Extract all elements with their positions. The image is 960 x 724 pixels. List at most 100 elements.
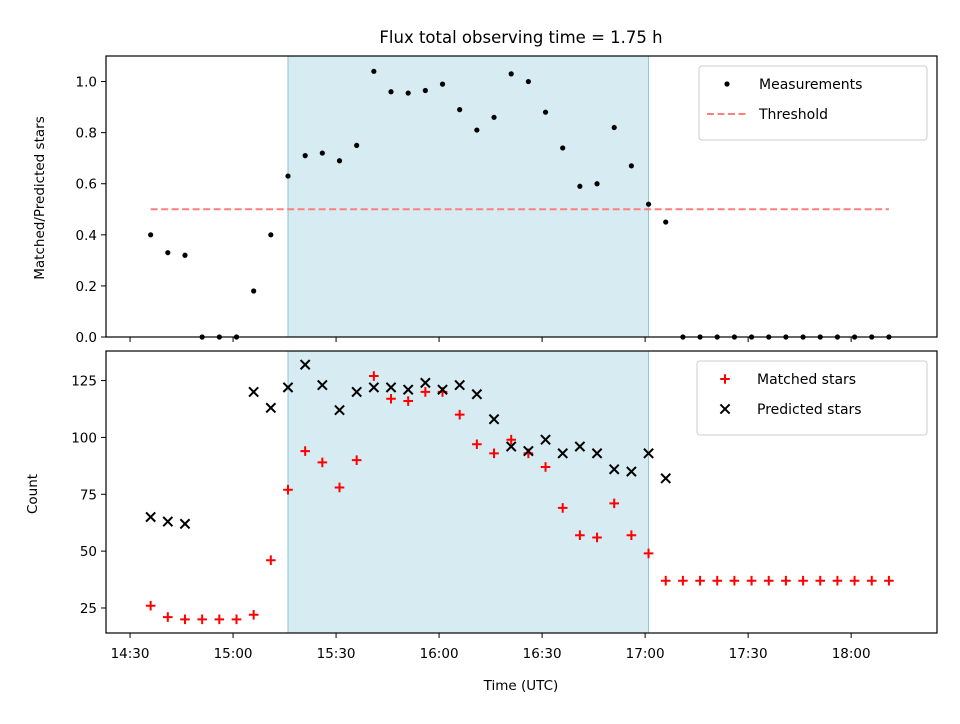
matched-stars-point: [145, 600, 156, 611]
predicted-stars-point: [282, 382, 294, 393]
matched-stars-point: [266, 555, 276, 566]
matched-stars-point: [420, 387, 431, 397]
matched-stars-point: [746, 575, 757, 586]
matched-stars-point: [798, 575, 808, 586]
predicted-stars-point: [471, 388, 483, 400]
x-tick-label: 14:30: [111, 646, 150, 662]
matched-stars-point: [454, 409, 465, 420]
matched-stars-series: [145, 371, 894, 625]
matched-stars-point: [575, 530, 585, 541]
y-tick-label: 0.0: [76, 330, 97, 346]
measurements-point: [422, 87, 428, 94]
predicted-stars-point: [162, 516, 174, 527]
predicted-stars-point: [505, 441, 517, 452]
matched-stars-point: [163, 612, 173, 622]
predicted-stars-point: [454, 379, 465, 391]
legend-box: [696, 360, 928, 436]
matched-stars-point: [729, 575, 740, 586]
predicted-stars-point: [265, 402, 277, 414]
matched-stars-point: [386, 393, 396, 404]
y-tick-label: 50: [80, 544, 97, 560]
legend-swatch: [724, 81, 730, 87]
predicted-stars-point: [299, 359, 311, 370]
predicted-stars-point: [385, 382, 397, 393]
matched-stars-point: [626, 530, 637, 541]
bottom-y-axis-label: Count: [25, 474, 41, 514]
predicted-stars-point: [351, 386, 362, 398]
bottom-panel-legend: Matched stars Predicted stars: [696, 360, 928, 436]
legend-label: Matched stars: [757, 372, 856, 388]
matched-stars-point: [283, 484, 293, 495]
top-y-axis-label: Matched/Predicted stars: [32, 116, 48, 279]
matched-stars-point: [300, 446, 310, 456]
predicted-stars-point: [248, 386, 259, 398]
measurements-series: [148, 68, 892, 340]
measurements-point: [388, 89, 394, 95]
measurements-point: [336, 158, 343, 164]
matched-stars-point: [643, 548, 654, 559]
legend-label: Measurements: [759, 77, 862, 93]
matched-stars-point: [781, 575, 791, 586]
matched-stars-point: [849, 575, 860, 586]
y-tick-label: 0.8: [76, 126, 97, 142]
measurements-point: [577, 183, 583, 189]
predicted-stars-point: [179, 518, 191, 530]
measurements-point: [371, 68, 377, 74]
matched-stars-point: [866, 575, 877, 586]
matched-stars-point: [248, 610, 259, 620]
matched-stars-point: [351, 455, 362, 465]
predicted-stars-point: [540, 434, 551, 446]
y-tick-label: 125: [71, 374, 97, 390]
matched-stars-point: [660, 575, 671, 586]
predicted-stars-point: [523, 445, 534, 457]
bottom-panel-observing-span: [287, 350, 650, 634]
predicted-stars-point: [488, 413, 500, 425]
legend-label: Predicted stars: [757, 402, 862, 418]
matched-stars-point: [815, 575, 826, 586]
predicted-stars-point: [334, 404, 345, 416]
legend-entry: Measurements: [724, 77, 862, 93]
measurements-point: [439, 81, 446, 87]
predicted-stars-point: [574, 441, 586, 452]
x-tick-label: 16:30: [523, 646, 562, 662]
measurements-point: [148, 232, 154, 238]
matched-stars-point: [884, 575, 894, 586]
x-tick-label: 17:30: [729, 646, 768, 662]
y-tick-label: 100: [71, 430, 97, 446]
matched-stars-point: [214, 614, 225, 625]
legend-entry: Matched stars: [720, 372, 856, 388]
bottom-panel-frame: [105, 350, 938, 634]
measurements-point: [628, 163, 634, 169]
predicted-stars-point: [591, 448, 603, 459]
measurements-point: [542, 109, 549, 115]
x-tick-label: 18:00: [832, 646, 871, 662]
x-tick-label: 16:00: [420, 646, 459, 662]
y-tick-label: 25: [80, 601, 97, 617]
measurements-point: [457, 107, 463, 113]
legend-box: [698, 65, 928, 141]
predicted-stars-point: [402, 384, 414, 395]
y-tick-label: 1.0: [76, 75, 97, 91]
measurements-point: [405, 90, 411, 96]
legend-swatch: [719, 403, 731, 415]
bottom-panel-ticks: 25 50 75 100 125 14:30 15:00 15:30 16:00 16:30 17:…: [71, 374, 870, 662]
predicted-stars-point: [660, 473, 672, 484]
x-tick-label: 15:00: [214, 646, 253, 662]
predicted-stars-point: [643, 448, 654, 459]
measurements-point: [285, 173, 291, 179]
x-tick-label: 17:00: [626, 646, 665, 662]
chart-title: Flux total observing time = 1.75 h: [379, 28, 662, 47]
measurements-point: [525, 78, 531, 85]
predicted-stars-series: [145, 359, 672, 530]
matched-stars-point: [317, 457, 328, 468]
matched-stars-point: [472, 439, 482, 450]
measurements-point: [560, 145, 566, 151]
predicted-stars-point: [557, 448, 569, 459]
top-panel-legend: Measurements Threshold: [698, 65, 928, 141]
measurements-point: [474, 127, 480, 133]
predicted-stars-point: [437, 384, 448, 395]
matched-stars-point: [403, 396, 413, 406]
top-panel-observing-span: [287, 55, 650, 338]
predicted-stars-point: [317, 379, 328, 391]
measurements-point: [611, 124, 617, 131]
